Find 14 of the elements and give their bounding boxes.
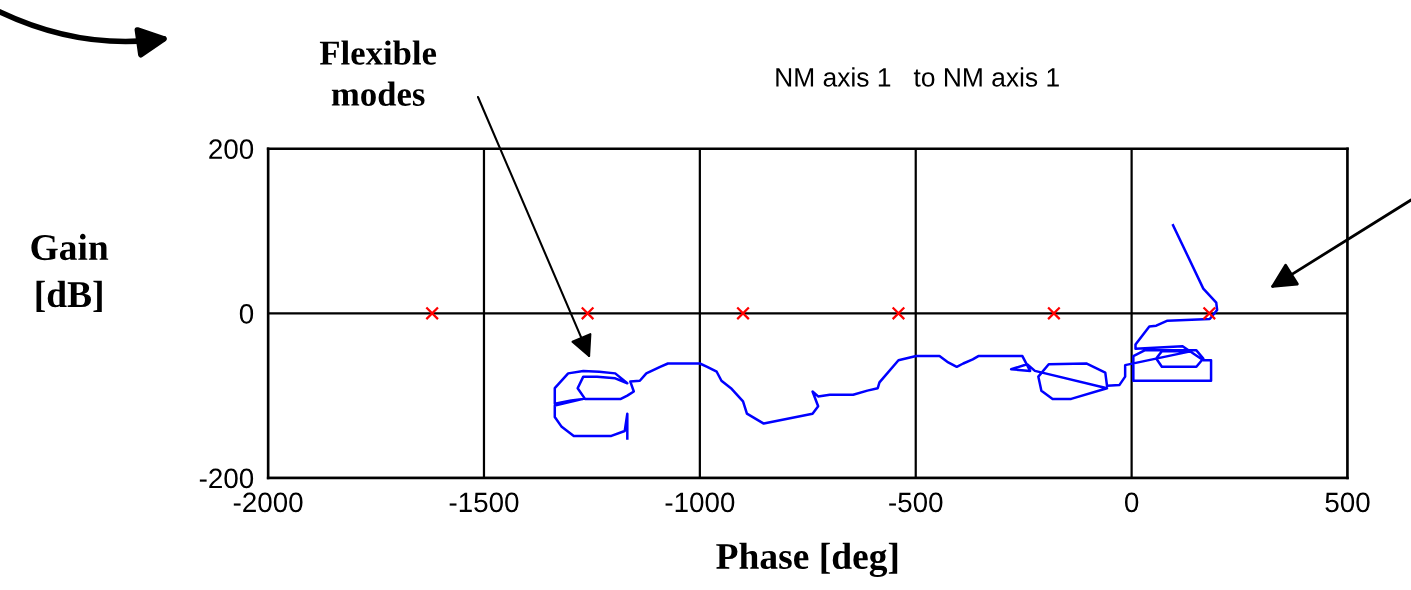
- chart-title: NM axis 1 to NM axis 1: [776, 67, 1059, 87]
- text: Flexible modes: [319, 40, 437, 106]
- y-tick-label: 0: [239, 303, 254, 324]
- x-tick-label: -1000: [665, 492, 735, 513]
- x-tick-label: -2000: [233, 492, 303, 513]
- y-tick-label: -200: [199, 468, 254, 489]
- y-axis-title: Gain [dB]: [31, 233, 109, 312]
- x-tick-label: 500: [1325, 492, 1370, 513]
- x-tick-label: -1500: [449, 492, 519, 513]
- x-tick-label: 0: [1124, 492, 1139, 513]
- x-tick-label: -500: [889, 492, 943, 513]
- y-tick-label: 200: [209, 139, 254, 160]
- line-series: [553, 223, 1219, 440]
- x-axis-title: Phase [deg]: [716, 542, 898, 577]
